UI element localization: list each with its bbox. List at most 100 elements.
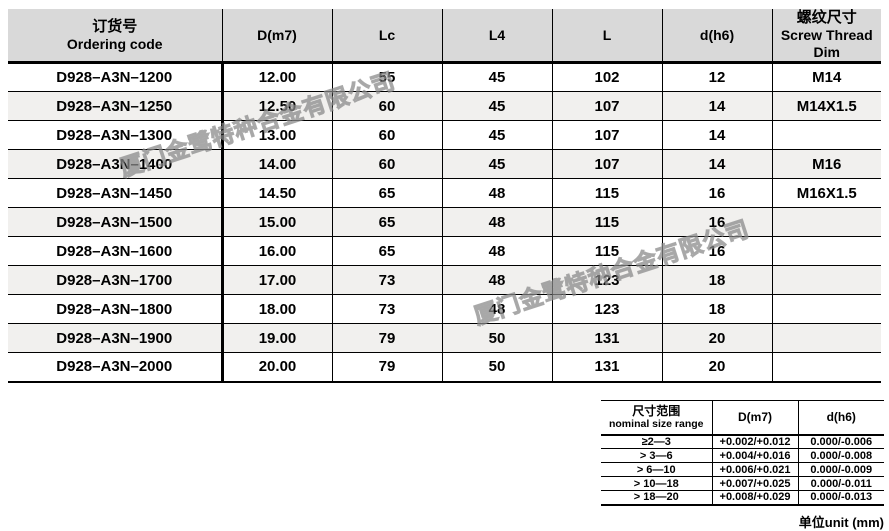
table-cell: 45 — [441, 62, 552, 92]
col-header-lc: Lc — [331, 9, 442, 64]
table-cell — [771, 120, 881, 150]
table-row: D928–A3N–1800 18.00 73 48 123 18 — [8, 294, 881, 324]
spec-table: 订货号 Ordering code D(m7) Lc L4 L d(h6) 螺纹… — [8, 9, 881, 383]
table-cell: 107 — [551, 91, 662, 121]
table-cell: +0.002/+0.012 — [711, 434, 798, 449]
table-cell: 45 — [441, 120, 552, 150]
table-cell: 18.00 — [220, 294, 332, 324]
table-cell: > 6—10 — [601, 462, 712, 477]
table-row: D928–A3N–1300 13.00 60 45 107 14 — [8, 120, 881, 150]
tolerance-table: 尺寸范围 nominal size range D(m7) d(h6) ≥2—3… — [601, 400, 884, 506]
table-cell: 13.00 — [220, 120, 332, 150]
table-cell: D928–A3N–1400 — [8, 149, 222, 179]
table-cell: 48 — [441, 178, 552, 208]
tol-header-size-range: 尺寸范围 nominal size range — [601, 400, 712, 436]
spec-table-body: D928–A3N–1200 12.00 55 45 102 12 M14 D928–A3N–1… — [8, 62, 881, 383]
table-cell: D928–A3N–1600 — [8, 236, 222, 266]
table-cell: 15.00 — [220, 207, 332, 237]
col-header-screw-thread: 螺纹尺寸 Screw Thread Dim — [771, 9, 881, 64]
unit-label: 单位unit (mm) — [798, 515, 884, 530]
table-cell: 14.50 — [220, 178, 332, 208]
table-cell: 73 — [331, 265, 442, 295]
table-cell: D928–A3N–1250 — [8, 91, 222, 121]
table-cell: 14 — [661, 91, 772, 121]
table-cell: 131 — [551, 323, 662, 353]
table-cell: 18 — [661, 294, 772, 324]
table-cell: 0.000/-0.009 — [797, 462, 884, 477]
table-row: D928–A3N–1900 19.00 79 50 131 20 — [8, 323, 881, 353]
tolerance-table-body: ≥2—3 +0.002/+0.012 0.000/-0.006 > 3—6 +0.004… — [601, 434, 884, 506]
table-cell: 12.00 — [220, 62, 332, 92]
table-cell: +0.008/+0.029 — [711, 490, 798, 506]
table-cell: 14 — [661, 120, 772, 150]
table-cell — [771, 265, 881, 295]
table-cell — [771, 294, 881, 324]
table-cell: 14 — [661, 149, 772, 179]
table-cell: 45 — [441, 149, 552, 179]
table-cell: 50 — [441, 352, 552, 383]
table-row: > 3—6 +0.004/+0.016 0.000/-0.008 — [601, 448, 884, 463]
table-cell: 16 — [661, 178, 772, 208]
table-cell: 12.50 — [220, 91, 332, 121]
table-cell: 102 — [551, 62, 662, 92]
col-header-ordering-code: 订货号 Ordering code — [8, 9, 222, 64]
table-cell: D928–A3N–1200 — [8, 62, 222, 92]
table-cell: 20 — [661, 352, 772, 383]
table-cell — [771, 207, 881, 237]
table-cell: D928–A3N–1800 — [8, 294, 222, 324]
tol-header-size-range-en: nominal size range — [608, 417, 704, 430]
table-cell: 16.00 — [220, 236, 332, 266]
table-cell: 20 — [661, 323, 772, 353]
table-cell: 107 — [551, 149, 662, 179]
table-cell: 16 — [661, 236, 772, 266]
table-cell: 50 — [441, 323, 552, 353]
table-cell: 115 — [551, 178, 662, 208]
table-cell: 73 — [331, 294, 442, 324]
table-cell: 14.00 — [220, 149, 332, 179]
table-cell: M14 — [771, 62, 881, 92]
table-cell: 60 — [331, 120, 442, 150]
tol-header-d-m7: D(m7) — [711, 400, 798, 436]
table-cell: 45 — [441, 91, 552, 121]
table-cell: 123 — [551, 265, 662, 295]
table-cell: 0.000/-0.011 — [797, 476, 884, 491]
table-cell: ≥2—3 — [601, 434, 712, 449]
tolerance-header-row: 尺寸范围 nominal size range D(m7) d(h6) — [601, 400, 884, 436]
table-row: > 10—18 +0.007/+0.025 0.000/-0.011 — [601, 476, 884, 491]
table-cell: D928–A3N–2000 — [8, 352, 222, 383]
table-cell: D928–A3N–1500 — [8, 207, 222, 237]
table-row: D928–A3N–1500 15.00 65 48 115 16 — [8, 207, 881, 237]
table-cell: 107 — [551, 120, 662, 150]
table-cell: 19.00 — [220, 323, 332, 353]
table-row: D928–A3N–1700 17.00 73 48 123 18 — [8, 265, 881, 295]
table-row: > 6—10 +0.006/+0.021 0.000/-0.009 — [601, 462, 884, 477]
table-cell: 0.000/-0.008 — [797, 448, 884, 463]
table-cell: 17.00 — [220, 265, 332, 295]
table-cell: 16 — [661, 207, 772, 237]
table-cell: 48 — [441, 294, 552, 324]
table-row: > 18—20 +0.008/+0.029 0.000/-0.013 — [601, 490, 884, 506]
table-cell: 131 — [551, 352, 662, 383]
table-cell: +0.007/+0.025 — [711, 476, 798, 491]
table-cell: 123 — [551, 294, 662, 324]
table-cell: 79 — [331, 352, 442, 383]
table-row: ≥2—3 +0.002/+0.012 0.000/-0.006 — [601, 434, 884, 449]
table-row: D928–A3N–1250 12.50 60 45 107 14 M14X1.5 — [8, 91, 881, 121]
table-row: D928–A3N–1450 14.50 65 48 115 16 M16X1.5 — [8, 178, 881, 208]
table-row: D928–A3N–2000 20.00 79 50 131 20 — [8, 352, 881, 383]
table-cell: 12 — [661, 62, 772, 92]
col-header-screw-thread-zh: 螺纹尺寸 — [796, 9, 857, 26]
table-cell: D928–A3N–1300 — [8, 120, 222, 150]
col-header-l4: L4 — [441, 9, 552, 64]
table-cell — [771, 323, 881, 353]
table-cell — [771, 352, 881, 383]
table-cell: 65 — [331, 178, 442, 208]
table-cell: 18 — [661, 265, 772, 295]
table-cell: 60 — [331, 91, 442, 121]
table-row: D928–A3N–1200 12.00 55 45 102 12 M14 — [8, 62, 881, 92]
table-cell: 60 — [331, 149, 442, 179]
table-cell: D928–A3N–1450 — [8, 178, 222, 208]
col-header-d-m7: D(m7) — [221, 9, 332, 64]
table-row: D928–A3N–1600 16.00 65 48 115 16 — [8, 236, 881, 266]
table-cell: 48 — [441, 265, 552, 295]
